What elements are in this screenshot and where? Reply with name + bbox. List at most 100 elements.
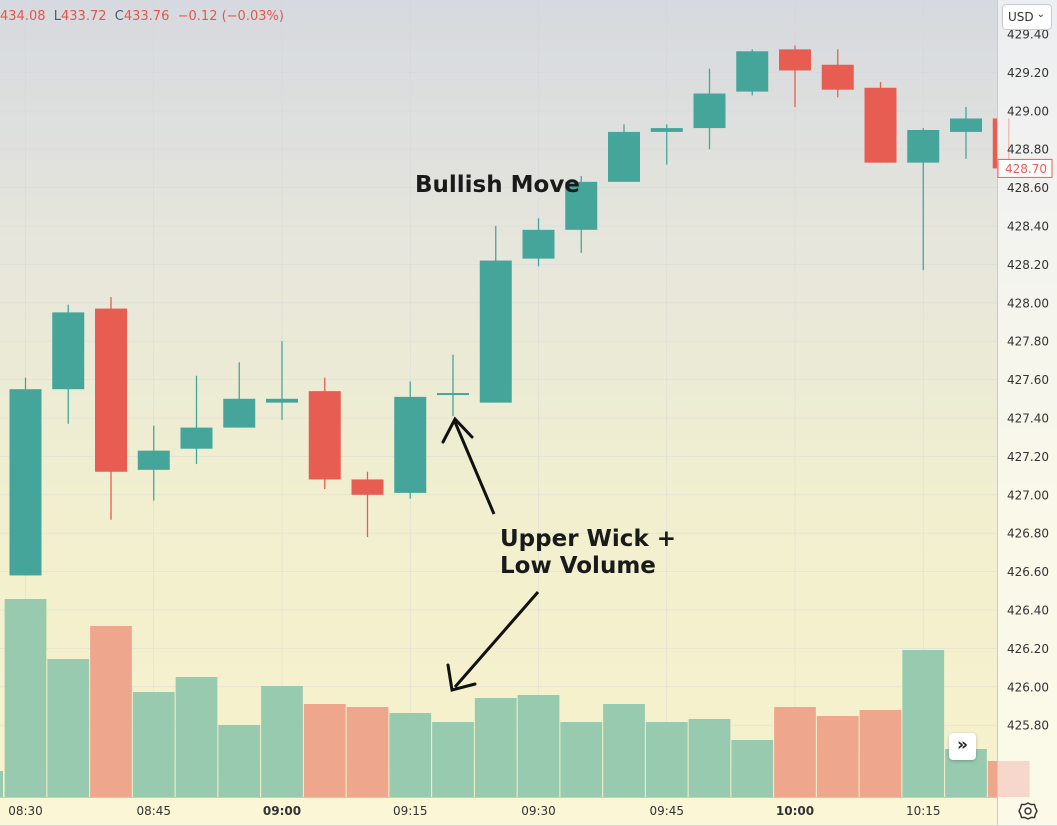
- time-tick-label: 09:30: [521, 804, 556, 818]
- close-prefix: C: [114, 9, 124, 24]
- candle-body: [437, 393, 469, 396]
- price-tick-label: 426.60: [1007, 565, 1049, 579]
- bullish-move-annotation: Bullish Move: [415, 172, 580, 198]
- candle: [608, 124, 640, 182]
- volume-bar: [346, 707, 389, 797]
- price-tick-label: 428.40: [1007, 220, 1049, 234]
- candle-body: [223, 398, 256, 428]
- candle: [9, 377, 42, 576]
- candle-body: [95, 308, 127, 472]
- price-tick-label: 428.00: [1007, 296, 1049, 310]
- last-price-label: 428.70: [1005, 162, 1047, 176]
- candle-body: [394, 396, 427, 493]
- upper-wick-annotation-line2: Low Volume: [500, 553, 656, 579]
- price-tick-label: 427.00: [1007, 488, 1049, 502]
- candle: [693, 68, 726, 150]
- candle: [223, 362, 256, 428]
- volume-bar: [4, 599, 47, 797]
- low-value: 433.72: [61, 9, 107, 24]
- candle: [479, 226, 512, 403]
- candle: [736, 49, 769, 96]
- volume-bars: [0, 599, 1030, 797]
- volume-bar: [774, 707, 816, 797]
- time-tick-label: 10:15: [906, 804, 941, 818]
- volume-bar: [47, 659, 90, 797]
- price-tick-label: 426.40: [1007, 604, 1049, 618]
- volume-bar: [389, 713, 432, 797]
- candle: [522, 218, 555, 267]
- candle-body: [137, 450, 170, 470]
- candle-body: [351, 479, 384, 495]
- candle: [266, 341, 298, 420]
- candle: [351, 471, 384, 538]
- scroll-to-realtime-button[interactable]: »: [949, 733, 976, 760]
- candle: [864, 82, 897, 163]
- volume-bar: [603, 704, 645, 797]
- candle-body: [608, 131, 640, 182]
- volume-bar: [261, 686, 303, 797]
- price-tick-label: 428.60: [1007, 181, 1049, 195]
- candle: [907, 128, 940, 271]
- candle-body: [479, 260, 512, 403]
- price-tick-label: 426.80: [1007, 527, 1049, 541]
- close-value: 433.76: [123, 9, 170, 24]
- volume-bar: [645, 722, 688, 797]
- price-tick-label: 427.20: [1007, 450, 1049, 464]
- time-tick-label: 10:00: [776, 804, 814, 818]
- time-tick-label: 08:30: [8, 804, 43, 818]
- candle: [950, 106, 982, 159]
- chart-settings-button[interactable]: [1017, 800, 1039, 822]
- volume-bar: [432, 722, 474, 797]
- volume-bar: [175, 677, 218, 797]
- volume-bar: [90, 626, 132, 797]
- price-tick-label: 427.60: [1007, 373, 1049, 387]
- time-tick-label: 08:45: [136, 804, 171, 818]
- candle-body: [992, 118, 997, 169]
- volume-bar: [560, 722, 603, 797]
- volume-bar: [303, 704, 346, 797]
- candle-body: [693, 93, 726, 129]
- volume-bar: [731, 740, 774, 797]
- candle: [565, 176, 598, 253]
- price-axis-bg: [997, 0, 1057, 825]
- price-tick-label: 425.80: [1007, 719, 1049, 733]
- volume-bar: [474, 698, 517, 797]
- volume-bar: [816, 716, 859, 797]
- upper-wick-annotation-line1: Upper Wick +: [500, 526, 677, 552]
- candle-body: [522, 229, 555, 259]
- currency-selector[interactable]: USD ⌄: [1002, 4, 1052, 30]
- gear-icon: [1018, 802, 1038, 820]
- price-tick-label: 427.80: [1007, 335, 1049, 349]
- price-tick-label: 427.40: [1007, 412, 1049, 426]
- candle-body: [779, 49, 811, 71]
- high-value: 434.08: [0, 9, 46, 24]
- ohlc-readout: 434.08 L433.72 C433.76 −0.12 (−0.03%): [0, 9, 284, 24]
- candle: [137, 425, 170, 501]
- price-tick-label: 428.80: [1007, 143, 1049, 157]
- price-tick-label: 428.20: [1007, 258, 1049, 272]
- candle: [779, 45, 811, 107]
- candle-body: [864, 87, 897, 163]
- volume-bar: [132, 692, 175, 797]
- candle-body: [736, 51, 769, 92]
- time-tick-label: 09:15: [393, 804, 428, 818]
- annotation-arrows: [441, 416, 540, 692]
- candle-body: [308, 391, 341, 480]
- volume-bar: [859, 710, 902, 797]
- currency-value: USD: [1008, 10, 1034, 24]
- candle: [52, 304, 85, 424]
- price-tick-label: 426.00: [1007, 680, 1049, 694]
- candle: [650, 124, 683, 165]
- candle: [437, 354, 469, 417]
- candle-body: [52, 312, 85, 390]
- double-chevron-right-icon: »: [957, 735, 968, 755]
- candle: [821, 49, 854, 98]
- change-value: −0.12 (−0.03%): [177, 9, 284, 24]
- candle-body: [565, 181, 598, 230]
- candle-body: [950, 118, 982, 132]
- candle-body: [650, 128, 683, 132]
- price-tick-label: 426.20: [1007, 642, 1049, 656]
- time-tick-label: 09:45: [649, 804, 684, 818]
- volume-bar: [517, 695, 560, 797]
- last-price-box: [997, 158, 1053, 178]
